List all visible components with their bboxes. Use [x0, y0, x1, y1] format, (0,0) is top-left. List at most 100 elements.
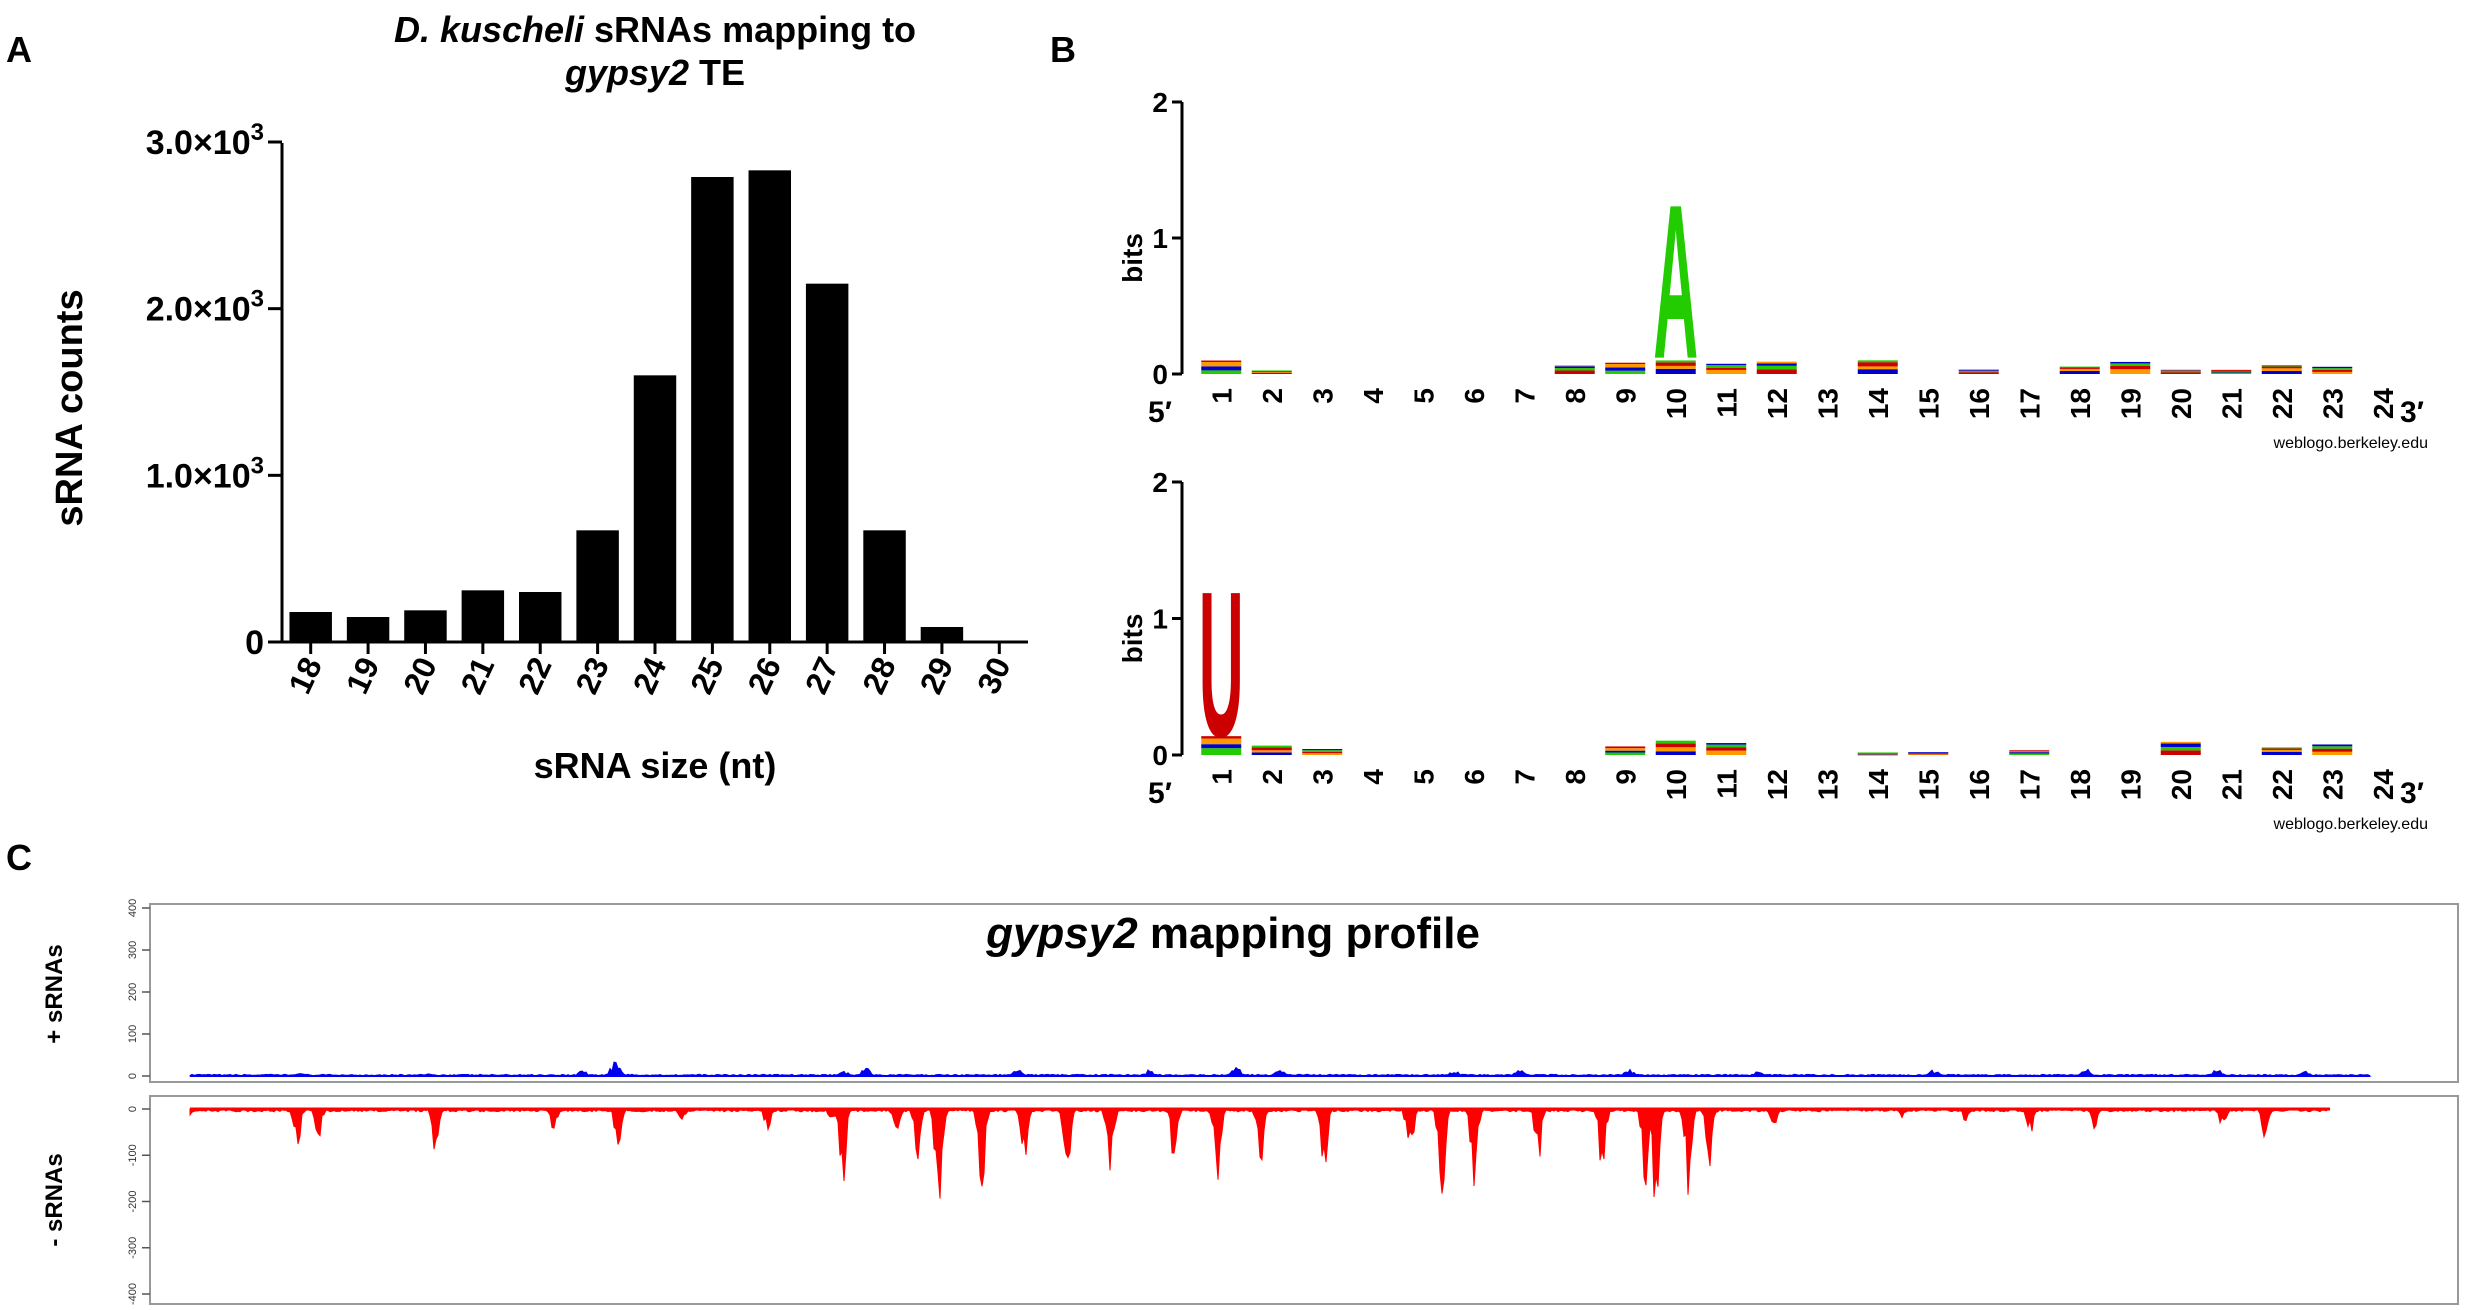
- logo-minor-letter: [1908, 753, 1949, 755]
- logo-minor-letter: [1706, 364, 1747, 368]
- plus-y-tick-label: 200: [127, 983, 139, 1001]
- logo-minor-letter: [1908, 752, 1949, 754]
- x-tick-label-21: 21: [454, 652, 502, 699]
- logo-minor-letter: [1302, 753, 1343, 755]
- logo-position-2: 2: [1257, 769, 1288, 785]
- logo-position-19: 19: [2115, 769, 2146, 800]
- logo-position-3: 3: [1307, 388, 1338, 404]
- x-tick-label-22: 22: [511, 652, 559, 699]
- logo-minor-letter: [1655, 360, 1696, 363]
- bar-21: [461, 590, 505, 642]
- minus-strand-y-ticks: 0 -100 -200 -300 -400: [127, 1106, 150, 1305]
- logo-y-tick-label: 2: [1152, 467, 1168, 498]
- logo-minor-letter: [2110, 369, 2151, 374]
- logo-minor-letter: [2312, 368, 2353, 370]
- minus-y-tick-label: -400: [127, 1283, 139, 1305]
- logo-minor-letter: [2312, 744, 2353, 747]
- logo-minor-letter: [1857, 754, 1898, 756]
- logo-position-12: 12: [1762, 769, 1793, 800]
- logo-position-14: 14: [1863, 388, 1894, 420]
- logo-position-4: 4: [1358, 388, 1389, 404]
- plus-strand-profile: [189, 1061, 2372, 1077]
- x-tick-label-23: 23: [568, 652, 616, 699]
- logo-minor-letter: [2160, 372, 2201, 374]
- logo-position-23: 23: [2317, 769, 2348, 800]
- logo-minor-letter: [2009, 750, 2050, 753]
- logo-minor-letter: [2211, 369, 2252, 371]
- x-tick-label-27: 27: [798, 652, 846, 699]
- profile-title: gypsy2 mapping profile: [985, 909, 1480, 958]
- logo-minor-letter: [2009, 750, 2050, 752]
- logo-position-22: 22: [2267, 388, 2298, 419]
- chart-a-bars: [289, 170, 964, 643]
- logo-minor-letter: [1655, 740, 1696, 744]
- logo-position-18: 18: [2065, 388, 2096, 419]
- y-tick-label: 0: [245, 624, 264, 662]
- chart-a-title-te-rest: TE: [689, 52, 745, 93]
- logo-position-15: 15: [1913, 388, 1944, 419]
- logo-minor-letter: [1655, 743, 1696, 748]
- logo-minor-letter: [2261, 366, 2302, 369]
- logo-position-12: 12: [1762, 388, 1793, 419]
- logo-minor-letter: [2110, 361, 2151, 364]
- logo-minor-letter: [1756, 363, 1797, 366]
- logo-minor-letter: [2059, 371, 2100, 374]
- logo-minor-letter: [2211, 372, 2252, 374]
- logo-minor-letter: [1201, 736, 1242, 739]
- minus-strand-coverage: [189, 1108, 2331, 1199]
- logo-position-11: 11: [1711, 769, 1742, 799]
- logo-position-8: 8: [1560, 388, 1591, 404]
- logo-minor-letter: [1857, 362, 1898, 367]
- panel-a-bar-chart: D. kuscheli sRNAs mapping to gypsy2 TE s…: [49, 9, 1028, 786]
- logo-minor-letter: [1655, 362, 1696, 366]
- logo-minor-letter: [2110, 363, 2151, 367]
- logo-minor-letter: [2261, 371, 2302, 374]
- logo-minor-letter: [2160, 746, 2201, 751]
- logo-minor-letter: [1756, 369, 1797, 374]
- logo-minor-letter: [1706, 747, 1747, 751]
- plus-y-tick-label: 100: [127, 1025, 139, 1043]
- logo-minor-letter: [2312, 746, 2353, 749]
- logo-minor-letter: [1756, 361, 1797, 364]
- profile-title-te: gypsy2: [985, 909, 1138, 958]
- logo-three-prime: 3′: [2400, 777, 2424, 810]
- logo-minor-letter: [1655, 747, 1696, 752]
- logo-minor-letter: [2160, 371, 2201, 373]
- logo-credit: weblogo.berkeley.edu: [2273, 816, 2428, 833]
- logo-position-16: 16: [1964, 769, 1995, 800]
- logo-ylabel: bits: [1117, 233, 1148, 283]
- bar-19: [346, 617, 390, 642]
- logo-minor-letter: [1251, 752, 1292, 755]
- x-tick-label-30: 30: [970, 652, 1018, 699]
- panel-c-mapping-profile: gypsy2 mapping profile + sRNAs - sRNAs 0…: [41, 899, 2459, 1305]
- logo-minor-letter: [2059, 366, 2100, 368]
- x-tick-label-25: 25: [683, 652, 731, 699]
- logo-position-21: 21: [2216, 388, 2247, 419]
- logo-minor-letter: [2261, 368, 2302, 372]
- bar-25: [691, 177, 734, 642]
- logo-minor-letter: [2160, 743, 2201, 747]
- plus-y-tick-label: 0: [127, 1073, 139, 1079]
- logo-minor-letter: [1857, 752, 1898, 754]
- logo-minor-letter: [2312, 369, 2353, 372]
- logo-minor-letter: [1251, 371, 1292, 373]
- minus-strand-frame: [149, 1095, 2459, 1305]
- logo-position-21: 21: [2216, 769, 2247, 800]
- bar-24: [633, 375, 677, 642]
- logo-minor-letter: [1201, 744, 1242, 749]
- x-tick-label-28: 28: [855, 652, 903, 699]
- logo-minor-letter: [1201, 361, 1242, 367]
- logo-minor-letter: [1605, 746, 1646, 749]
- bar-28: [863, 530, 906, 642]
- logo-position-15: 15: [1913, 769, 1944, 800]
- logo-minor-letter: [2312, 751, 2353, 755]
- bar-23: [576, 530, 619, 642]
- logo-position-24: 24: [2368, 388, 2399, 420]
- minus-y-tick-label: -300: [127, 1237, 139, 1259]
- x-tick-label-24: 24: [626, 652, 674, 700]
- logo-minor-letter: [2261, 749, 2302, 752]
- chart-a-ylabel: sRNA counts: [49, 289, 91, 526]
- logo-position-17: 17: [2014, 388, 2045, 419]
- logo-minor-letter: [1958, 369, 1999, 371]
